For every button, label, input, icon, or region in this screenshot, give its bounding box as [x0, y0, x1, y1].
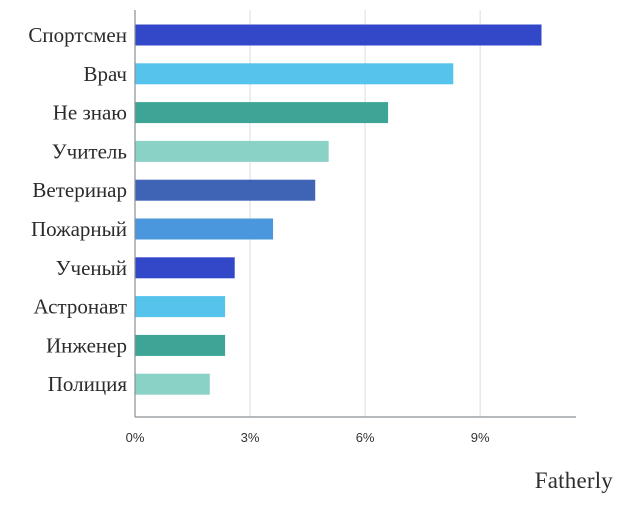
category-label: Пожарный — [31, 217, 127, 241]
category-label: Ученый — [56, 256, 127, 280]
bar — [135, 334, 226, 356]
bar — [135, 218, 274, 240]
category-label: Инженер — [46, 333, 127, 357]
x-tick-labels: 0% 3% 6% 9% — [126, 430, 490, 445]
bar — [135, 179, 316, 201]
x-tick-label: 9% — [471, 430, 490, 445]
fatherly-logo: Fatherly — [534, 468, 613, 493]
category-label: Ветеринар — [32, 178, 127, 202]
bar — [135, 296, 226, 318]
category-label: Астронавт — [33, 295, 127, 319]
category-label: Врач — [83, 62, 127, 86]
category-label: Учитель — [52, 139, 127, 163]
bar — [135, 102, 389, 124]
bar — [135, 373, 210, 395]
bars-layer — [135, 24, 542, 395]
category-labels: Спортсмен Врач Не знаю Учитель Ветеринар Пожа… — [28, 23, 127, 396]
bar — [135, 24, 542, 46]
bar — [135, 63, 454, 85]
category-label: Полиция — [48, 372, 128, 396]
x-tick-label: 3% — [241, 430, 260, 445]
bar — [135, 257, 235, 279]
category-label: Не знаю — [53, 101, 127, 125]
bar — [135, 140, 329, 162]
x-tick-label: 0% — [126, 430, 145, 445]
category-label: Спортсмен — [28, 23, 127, 47]
x-tick-label: 6% — [356, 430, 375, 445]
